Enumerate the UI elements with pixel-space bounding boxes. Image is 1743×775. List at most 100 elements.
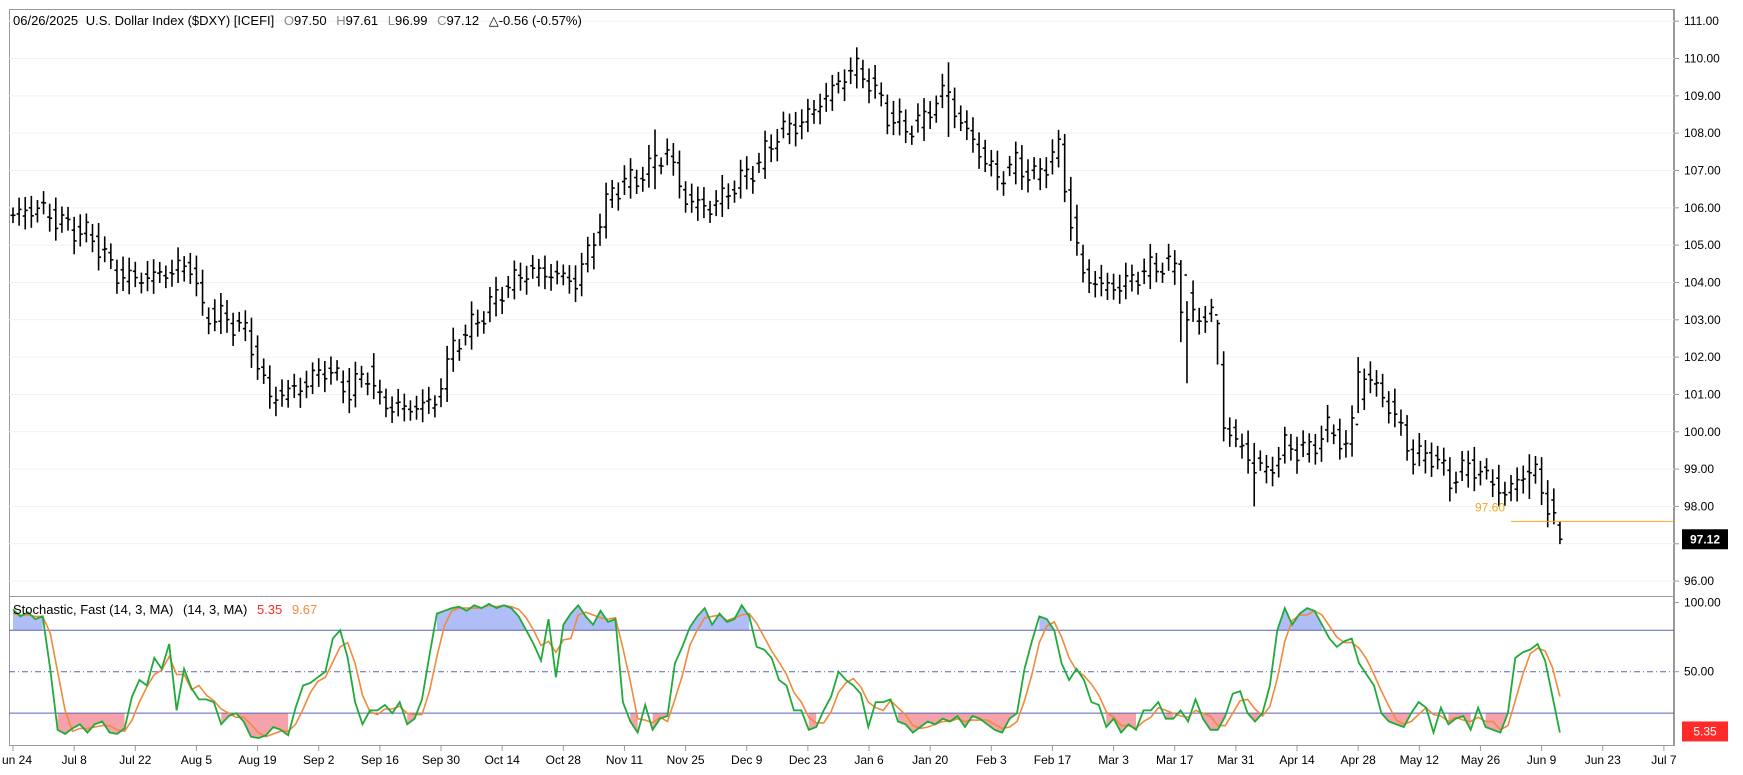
price-bars (10, 47, 1563, 545)
header-open-label: O (284, 13, 294, 28)
price-bar (242, 310, 248, 342)
price-bar (1123, 262, 1129, 300)
price-bar (621, 165, 627, 195)
oversold-fill (407, 713, 415, 725)
price-bar (1367, 361, 1373, 394)
price-bar (695, 186, 701, 221)
indicator-params: (14, 3, MA) (183, 602, 247, 617)
price-y-tick-label: 103.00 (1684, 313, 1721, 327)
header-open: 97.50 (294, 13, 327, 28)
price-bar (1147, 243, 1153, 290)
price-bar (77, 214, 83, 247)
x-axis-tick-label: Aug 5 (181, 753, 213, 767)
x-axis-tick-label: Oct 28 (546, 753, 582, 767)
price-bar (542, 255, 548, 290)
overbought-fill (689, 605, 750, 631)
price-bar (444, 345, 450, 402)
price-y-tick-label: 96.00 (1684, 574, 1714, 588)
price-bar (634, 169, 640, 194)
price-bar (1435, 445, 1441, 470)
price-bar (1386, 391, 1392, 424)
price-bar (1172, 250, 1178, 285)
x-axis-tick-label: Jan 6 (854, 753, 884, 767)
indicator-d-value: 9.67 (292, 602, 317, 617)
price-bar (432, 395, 438, 418)
price-bar (1135, 271, 1141, 295)
x-axis-tick-label: Dec 23 (789, 753, 827, 767)
price-bar (151, 259, 157, 294)
price-bar (994, 150, 1000, 191)
price-bar (585, 236, 591, 273)
price-bar (352, 361, 358, 408)
last-price-marker: 97.12 (1682, 529, 1728, 550)
price-bar (1557, 520, 1563, 545)
price-bar (175, 247, 181, 284)
header-close: 97.12 (447, 13, 480, 28)
x-axis-tick-label: May 12 (1400, 753, 1440, 767)
price-bar (1453, 471, 1459, 494)
price-bar (768, 134, 774, 163)
price-bar (65, 206, 71, 231)
price-bar (1325, 404, 1331, 443)
price-bar (1490, 469, 1496, 498)
price-bar (897, 98, 903, 136)
x-axis-tick-label: Jul 8 (61, 753, 87, 767)
oversold-fill (1448, 713, 1471, 730)
price-bar (426, 386, 432, 414)
price-bar (1312, 434, 1318, 465)
price-bar (340, 370, 346, 404)
price-bar (1477, 460, 1483, 486)
price-bar (1294, 436, 1300, 474)
price-bar (1429, 442, 1435, 477)
price-bar (1068, 176, 1074, 241)
price-bar (628, 158, 634, 199)
price-bar (1447, 457, 1453, 502)
price-bar (1300, 430, 1306, 458)
x-axis: un 24 Jul 8 Jul 22 Aug 5 Aug 19 Sep 2 Sep 16 Se… (2, 746, 1677, 767)
price-bar (1043, 157, 1049, 189)
price-bar (1496, 464, 1502, 507)
price-bar (878, 82, 884, 107)
overbought-fill (563, 605, 616, 631)
oversold-fill (1247, 713, 1263, 722)
price-bar (683, 181, 689, 213)
price-bar (1037, 158, 1043, 191)
price-y-tick-label: 101.00 (1684, 387, 1721, 401)
price-bar (102, 236, 108, 263)
price-bar (297, 377, 303, 408)
x-axis-tick-label: Mar 17 (1156, 753, 1194, 767)
price-bar (365, 372, 371, 396)
overbought-fill (13, 609, 43, 631)
price-y-tick-label: 111.00 (1684, 14, 1719, 28)
price-bar (1465, 450, 1471, 488)
overbought-fill (436, 603, 527, 631)
x-axis-tick-label: Apr 14 (1279, 753, 1315, 767)
price-bar (725, 183, 731, 210)
x-axis-tick-label: Nov 25 (667, 753, 705, 767)
price-bar (187, 252, 193, 284)
price-bar (964, 110, 970, 141)
price-bar (285, 380, 291, 408)
price-bar (1239, 433, 1245, 459)
price-bar (138, 272, 144, 294)
price-bar (193, 255, 199, 297)
price-bar (1514, 467, 1520, 502)
price-bar (462, 324, 468, 346)
price-bar (536, 258, 542, 287)
price-bar (383, 388, 389, 418)
price-bar (548, 263, 554, 291)
price-bar (22, 196, 28, 230)
oversold-fill (221, 713, 289, 739)
x-axis-tick-label: Mar 31 (1217, 753, 1255, 767)
price-bar (96, 223, 102, 271)
price-bar (1306, 433, 1312, 463)
price-bar (1007, 155, 1013, 177)
price-bar (799, 109, 805, 140)
price-bar (664, 138, 670, 166)
price-bar (958, 105, 964, 132)
oversold-fill (898, 713, 1018, 733)
price-bar (603, 182, 609, 239)
price-bar (291, 373, 297, 399)
price-bar (756, 152, 762, 173)
